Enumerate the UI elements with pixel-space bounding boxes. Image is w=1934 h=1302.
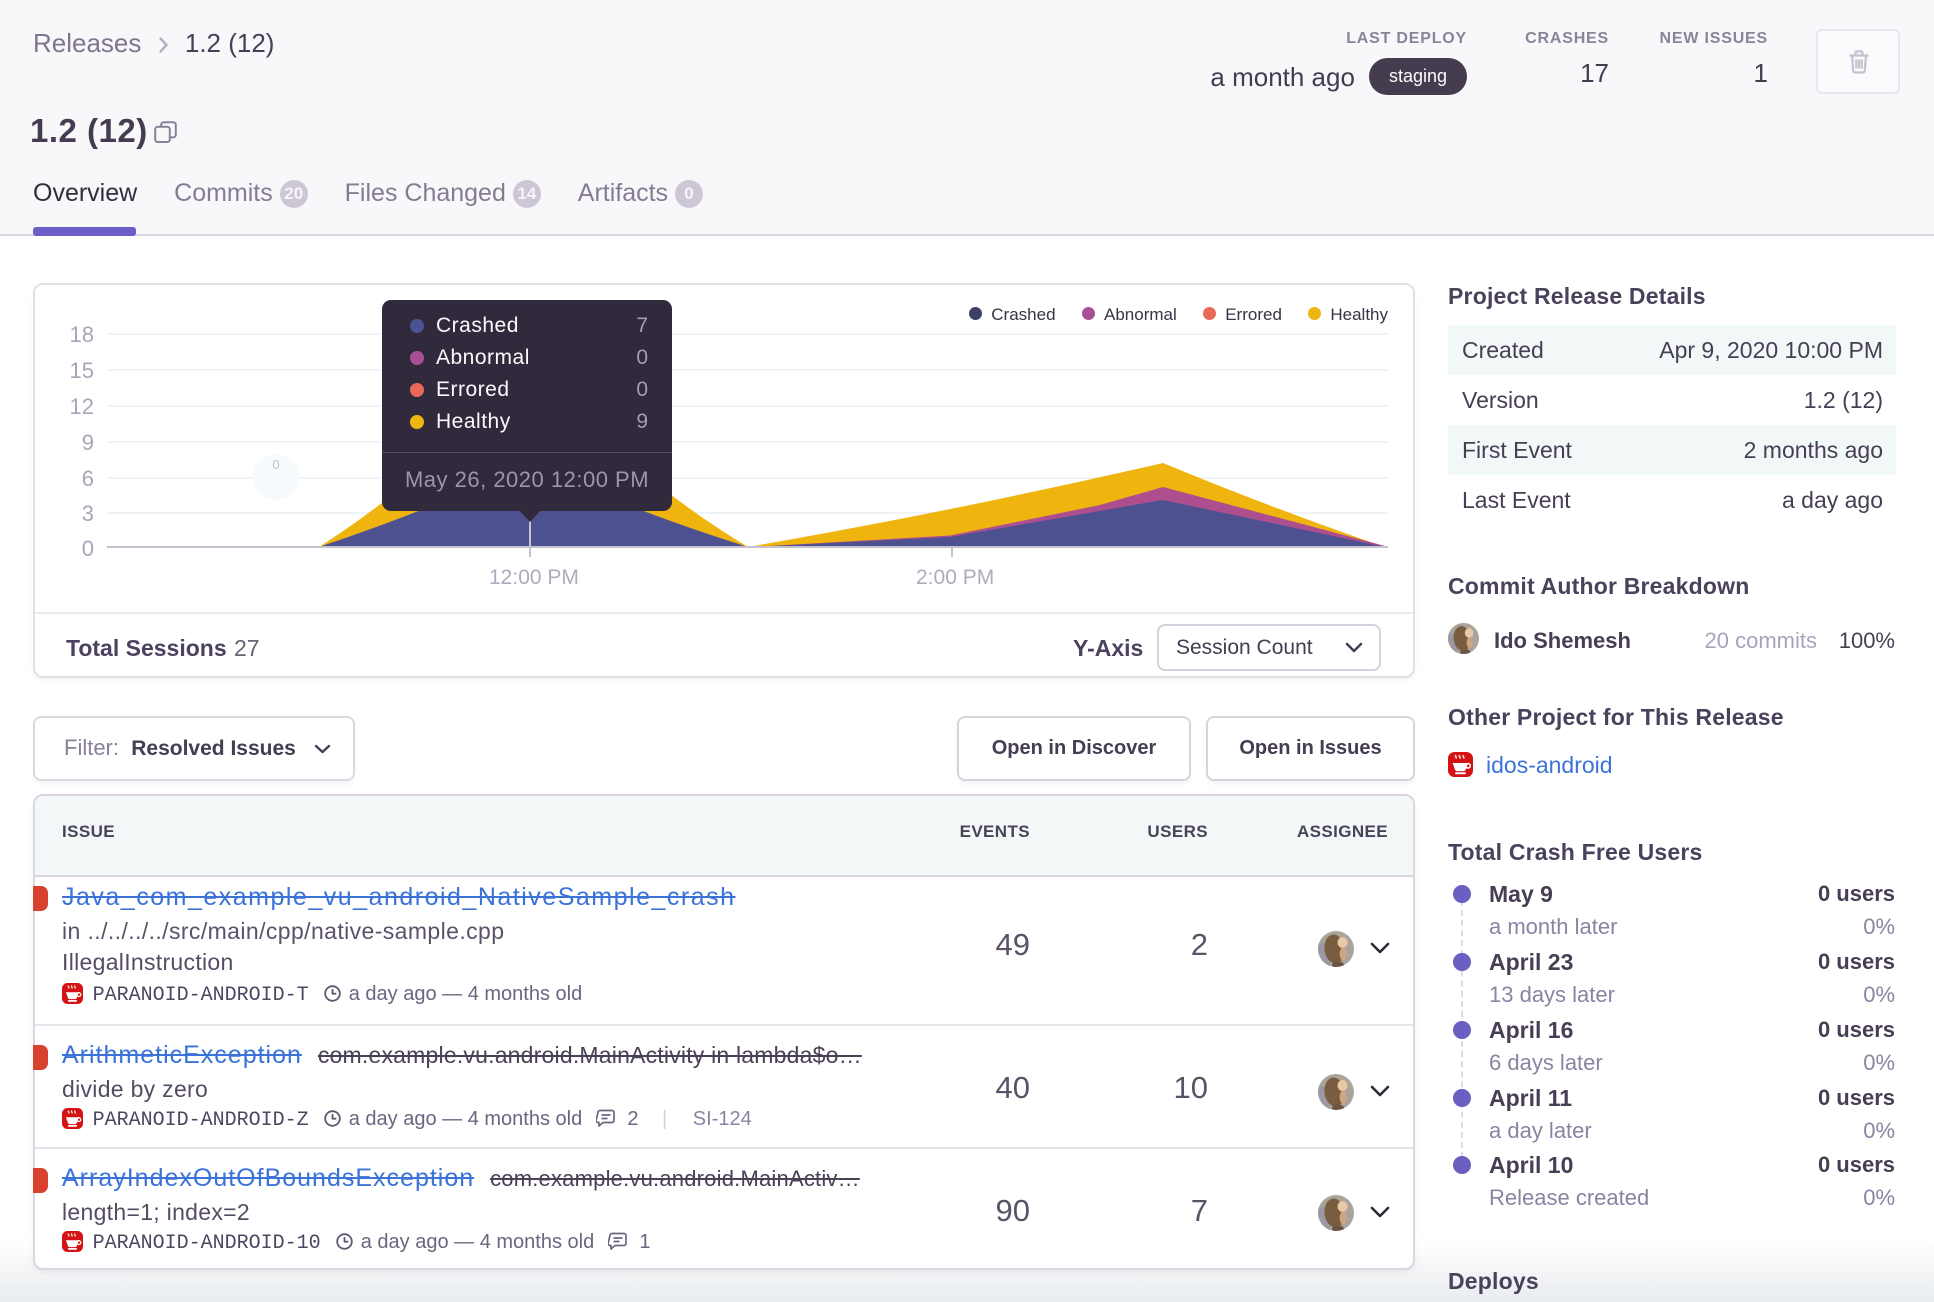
svg-text:0: 0 bbox=[272, 457, 279, 472]
